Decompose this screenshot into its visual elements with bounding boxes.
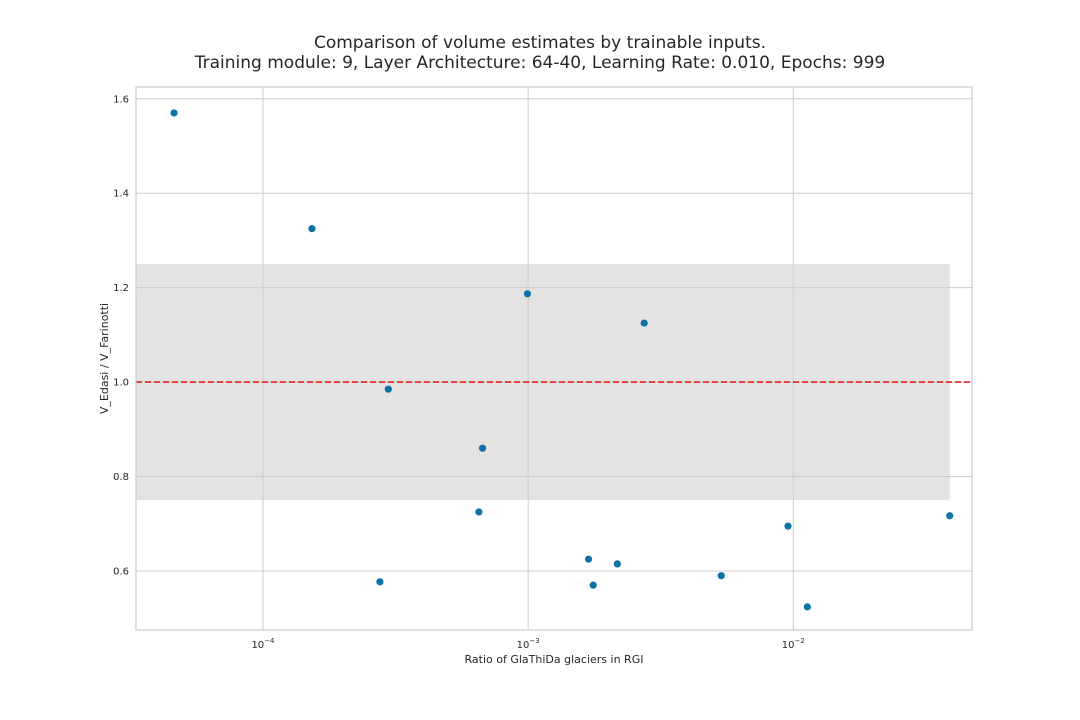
data-point	[308, 225, 316, 233]
chart-subtitle: Training module: 9, Layer Architecture: …	[194, 53, 886, 73]
y-tick-label: 0.8	[113, 472, 129, 483]
data-point	[640, 319, 648, 327]
data-point	[384, 385, 392, 393]
y-tick-label: 1.0	[113, 378, 129, 389]
data-point	[478, 444, 487, 452]
data-point	[784, 522, 792, 530]
y-tick-label: 1.6	[113, 94, 129, 105]
x-tick-label: 10−3	[517, 637, 540, 651]
data-point	[376, 578, 384, 586]
data-point	[589, 581, 597, 589]
data-point	[613, 560, 621, 568]
y-tick-label: 0.6	[113, 566, 129, 577]
chart-title: Comparison of volume estimates by traina…	[313, 33, 767, 53]
y-tick-label: 1.4	[113, 189, 129, 200]
data-point	[717, 572, 725, 580]
data-point	[946, 512, 954, 520]
y-tick-label: 1.2	[113, 283, 129, 294]
data-point	[475, 508, 483, 516]
x-tick-label: 10−4	[251, 637, 275, 651]
data-point	[523, 290, 532, 298]
data-point	[803, 603, 811, 611]
x-tick-label: 10−2	[782, 637, 805, 651]
plot-frame	[135, 86, 973, 631]
data-point	[584, 555, 593, 563]
data-point	[170, 109, 178, 117]
y-axis-label: V_Edasi / V_Farinotti	[98, 303, 111, 414]
x-axis-label: Ratio of GlaThiDa glaciers in RGI	[465, 653, 644, 666]
